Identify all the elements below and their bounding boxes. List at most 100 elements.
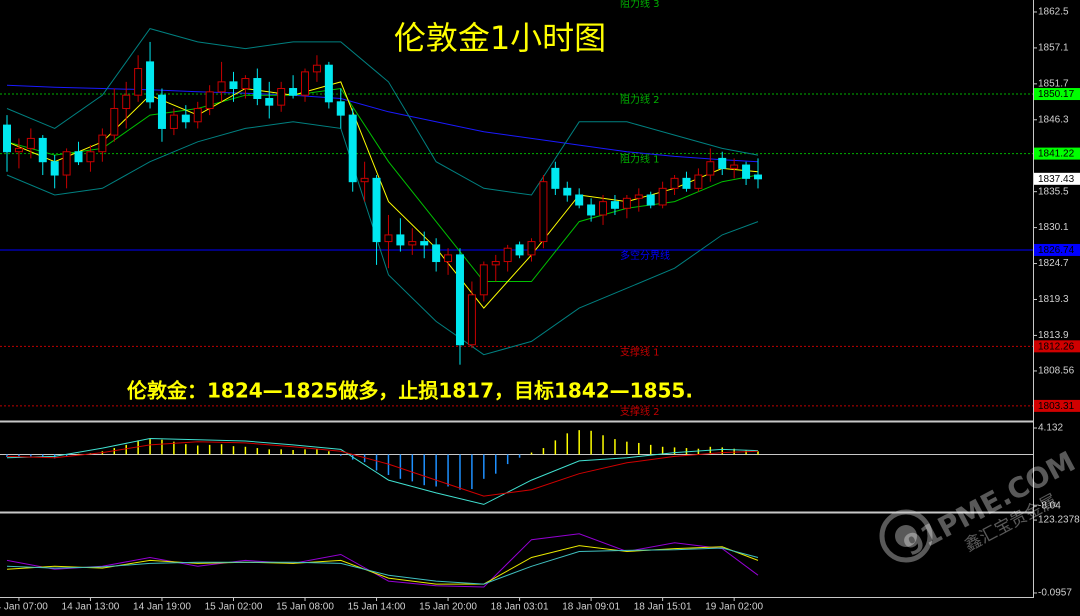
candle-body [122,94,131,109]
candle-body [706,161,715,176]
candle-body [396,234,405,246]
x-tick-label: 18 Jan 09:01 [562,602,620,613]
candle-body [110,107,119,136]
candle-body [420,241,429,246]
level-label: 阻力线 3 [620,0,660,10]
y-tick-label: 123.2378 [1038,515,1080,526]
candle-body [348,114,357,183]
candle-body [730,164,739,169]
candle-body [610,201,619,209]
candle-body [622,197,631,209]
y-tick-label: 1835.5 [1038,186,1069,197]
candle-body [312,64,321,73]
x-tick-label: 15 Jan 20:00 [419,602,477,613]
level-price: 1826.74 [1038,245,1075,256]
candle-body [599,201,608,216]
candle-body [694,174,703,189]
candle-body [503,247,512,263]
candle-body [360,177,369,183]
candle-body [146,61,155,103]
x-tick-label: 18 Jan 15:01 [634,602,692,613]
candle-body [229,81,238,90]
indicator-line [6,547,759,585]
x-tick-label: 15 Jan 14:00 [348,602,406,613]
level-price: 1841.22 [1038,149,1075,160]
candle-body [444,254,453,263]
candle-body [551,167,560,189]
level-price-box [1034,147,1080,160]
level-label: 支撑线 2 [620,405,660,418]
candle-body [408,241,417,246]
level-price: 1803.31 [1038,401,1075,412]
indicator-line [6,437,759,505]
candle-body [38,137,47,163]
candle-body [718,157,727,169]
candle-body [527,241,536,256]
candle-body [587,204,596,216]
level-price-box [1034,243,1080,256]
level-price-box [1034,340,1080,353]
candle-body [14,147,23,153]
indicator-line [6,81,759,309]
annotation: 伦敦金：1824—1825做多，止损1817，目标1842—1855. [127,379,693,403]
candle-body [62,151,71,176]
candle-body [372,177,381,243]
x-tick-label: 19 Jan 02:00 [705,602,763,613]
x-tick-label: 14 Jan 13:00 [62,602,120,613]
candle-body [181,114,190,123]
chart-title: 伦敦金1小时图 [394,19,606,57]
level-label: 阻力线 2 [620,93,660,106]
y-tick-label: 1846.3 [1038,114,1069,125]
level-price: 1812.26 [1038,341,1075,352]
candle-body [217,81,226,93]
y-tick-label: 1813.9 [1038,330,1069,341]
candle-body [253,78,262,99]
candle-body [157,94,166,129]
level-price-box [1034,88,1080,101]
candle-body [479,264,488,296]
level-price: 1850.17 [1038,89,1075,100]
candle-body [193,107,202,123]
candle-body [646,194,655,206]
indicator-line [6,87,759,282]
y-tick-label: -0.0957 [1038,588,1072,599]
candle-body [301,71,310,96]
candle-body [50,161,59,176]
indicator-line [6,121,759,356]
candle-body [658,187,667,206]
x-tick-label: 15 Jan 02:00 [205,602,263,613]
price-panel [0,28,1033,407]
x-tick-label: 15 Jan 08:00 [276,602,334,613]
candle-body [682,177,691,189]
candle-body [670,177,679,189]
last-price-box [1034,172,1080,185]
y-tick-label: 1851.7 [1038,78,1069,89]
candle-body [467,294,476,346]
candle-body [241,78,250,90]
candle-body [336,101,345,116]
candle-body [432,244,441,263]
candle-body [289,88,298,96]
candle-body [74,151,83,163]
candle-body [539,181,548,243]
oscillator-panel [6,533,759,588]
level-label: 阻力线 1 [620,153,660,166]
candle-body [265,97,274,106]
candle-body [563,187,572,196]
macd-panel [0,430,1033,505]
candle-body [3,124,11,153]
level-label: 支撑线 1 [620,345,660,358]
candle-body [205,91,214,109]
y-tick-label: 1808.56 [1038,366,1075,377]
candle-body [515,244,524,256]
x-tick-label: 14 Jan 19:00 [133,602,191,613]
level-label: 多空分界线 [620,249,670,262]
y-tick-label: 1862.5 [1038,7,1069,18]
candle-body [754,174,762,180]
x-tick-label: 18 Jan 03:01 [491,602,549,613]
indicator-line [6,533,759,588]
y-tick-label: 1819.3 [1038,294,1069,305]
